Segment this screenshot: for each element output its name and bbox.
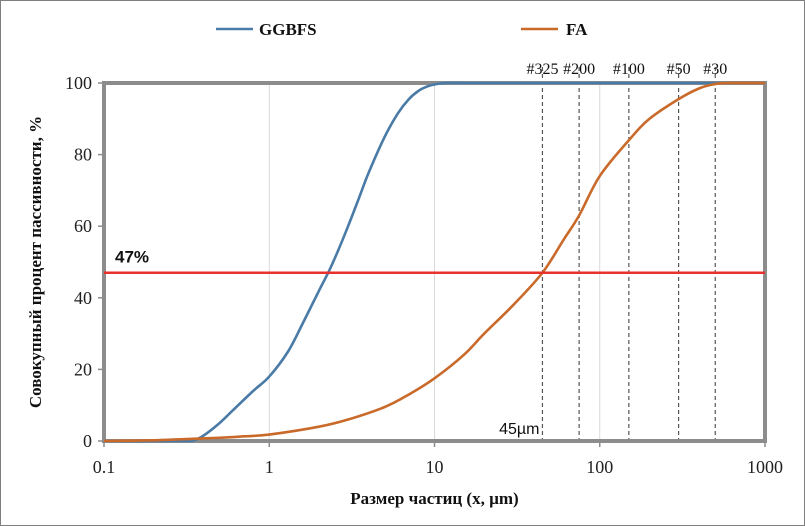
x-axis-title: Размер частиц (x, µm) bbox=[350, 489, 518, 508]
y-tick-label: 60 bbox=[74, 216, 92, 236]
series-line-fa bbox=[103, 81, 766, 443]
legend-label-fa: FA bbox=[566, 20, 588, 39]
y-tick-label: 100 bbox=[65, 73, 92, 93]
threshold-label: 47% bbox=[115, 248, 149, 267]
y-tick-label: 40 bbox=[74, 288, 92, 308]
legend-label-ggbfs: GGBFS bbox=[259, 20, 317, 39]
x-tick-label: 10 bbox=[426, 457, 444, 477]
sieve-label: #30 bbox=[703, 61, 727, 78]
y-tick-label: 20 bbox=[74, 359, 92, 379]
sieve-label: #100 bbox=[613, 61, 645, 78]
annotation-45um: 45µm bbox=[499, 421, 539, 438]
x-tick-label: 1000 bbox=[747, 457, 783, 477]
y-axis-title: Совокупный процент пассивности, % bbox=[26, 116, 45, 408]
sieve-label: #200 bbox=[563, 61, 595, 78]
sieve-label: #325 bbox=[526, 61, 558, 78]
sieve-label: #50 bbox=[667, 61, 691, 78]
series-line-ggbfs bbox=[103, 81, 765, 443]
y-tick-label: 80 bbox=[74, 145, 92, 165]
x-tick-label: 0.1 bbox=[93, 457, 116, 477]
y-tick-label: 0 bbox=[83, 431, 92, 451]
x-tick-label: 1 bbox=[265, 457, 274, 477]
x-tick-label: 100 bbox=[586, 457, 613, 477]
